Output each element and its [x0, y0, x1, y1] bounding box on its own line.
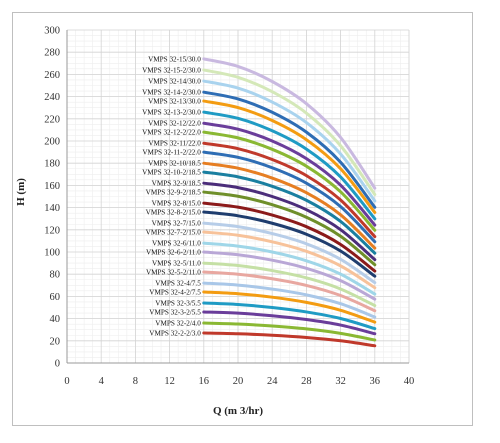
series-label: VMPS 32-10-2/18.5: [142, 169, 201, 177]
y-tick-label: 140: [44, 203, 60, 214]
y-tick-label: 0: [55, 359, 60, 370]
series-labels: VMPS 32-2-2/3.0 VMPS 32-2/4.0 VMPS 32-3-2/…: [142, 55, 201, 337]
x-tick-label: 16: [199, 376, 210, 387]
series-line: [202, 241, 377, 296]
y-tick-label: 60: [50, 292, 61, 303]
series-line: [202, 201, 377, 273]
y-tick-label: 40: [50, 314, 61, 325]
series-line: [202, 261, 377, 308]
series-label: VMPS 32-13/30.0: [148, 98, 201, 106]
x-tick-label: 0: [64, 376, 69, 387]
series-label: VMPS 32-15/30.0: [148, 55, 201, 63]
y-tick-label: 160: [44, 181, 60, 192]
series-label: VMPS 32-11/22.0: [148, 140, 201, 148]
series-label: VMPS 32-7-2/15.0: [146, 229, 202, 237]
series-label: VMPS 32-3/5.5: [155, 300, 201, 308]
series-line: [202, 221, 377, 285]
series-line: [202, 310, 377, 336]
series-label: VMPS 32-14/30.0: [148, 78, 201, 86]
y-tick-label: 240: [44, 92, 60, 103]
y-tick-label: 180: [44, 159, 60, 170]
series-line: [202, 210, 377, 278]
y-tick-label: 200: [44, 137, 60, 148]
series-line: [202, 290, 377, 324]
y-tick-label: 100: [44, 248, 60, 259]
y-tick-label: 120: [44, 225, 60, 236]
series-line: [202, 161, 377, 250]
series-line: [202, 130, 377, 232]
series-line: [202, 250, 377, 301]
series-line: [202, 281, 377, 319]
x-tick-label: 12: [164, 376, 175, 387]
series-label: VMPS 32-12/22.0: [148, 120, 201, 128]
series-label: VMPS 32-4/7.5: [155, 280, 201, 288]
y-tick-label: 80: [50, 270, 61, 281]
x-tick-label: 8: [133, 376, 138, 387]
series-line: [202, 57, 377, 190]
series-line: [202, 270, 377, 313]
series-label: VMPS 32-10/18.5: [148, 160, 201, 168]
y-tick-label: 20: [50, 336, 61, 347]
series-line: [202, 141, 377, 239]
series-line: [202, 321, 377, 342]
x-tick-label: 4: [99, 376, 105, 387]
x-tick-label: 24: [267, 376, 278, 387]
x-tick-label: 40: [404, 376, 415, 387]
x-tick-label: 20: [233, 376, 244, 387]
series-label: VMPS 32-14-2/30.0: [142, 89, 201, 97]
y-tick-label: 300: [44, 26, 60, 37]
series-line: [202, 301, 377, 331]
series-label: VMPS 32-8/15.0: [152, 200, 202, 208]
y-tick-label: 260: [44, 70, 60, 81]
series-line: [202, 190, 377, 267]
series-line: [202, 181, 377, 262]
x-tick-label: 28: [301, 376, 312, 387]
x-tick-label: 36: [370, 376, 381, 387]
axes: [66, 30, 409, 364]
series-label: VMPS 32-8-2/15.0: [146, 209, 202, 217]
tick-labels: 0 4 8 12 16 20 24 28 32 36 40 0 20 40 60 80 100 120 140 160…: [44, 26, 414, 388]
x-axis-title: Q (m 3/hr): [213, 405, 263, 417]
series-label: VMPS 32-15-2/30.0: [142, 66, 201, 74]
series-label: VMPS 32-9-2/18.5: [146, 189, 202, 197]
series-label: VMPS 32-7/15.0: [152, 220, 202, 228]
series-line: [202, 121, 377, 227]
series-line: [202, 68, 377, 196]
series-line: [202, 331, 377, 348]
series-lines: [202, 57, 377, 348]
series-label: VMPS 32-12-2/22.0: [142, 129, 201, 137]
series-label: VMPS 32-5/11.0: [152, 260, 201, 268]
series-label: VMPS 32-6/11.0: [152, 240, 201, 248]
series-line: [202, 110, 377, 221]
series-label: VMPS 32-9/18.5: [152, 180, 202, 188]
series-label: VMPS 32-11-2/22.0: [142, 149, 201, 157]
series-line: [202, 170, 377, 255]
series-line: [202, 230, 377, 290]
y-tick-label: 220: [44, 114, 60, 125]
series-label: VMPS 32-5-2/11.0: [146, 268, 201, 276]
y-tick-label: 280: [44, 48, 60, 59]
series-label: VMPS 32-3-2/5.5: [149, 308, 201, 316]
series-label: VMPS 32-6-2/11.0: [146, 249, 201, 257]
series-label: VMPS 32-2-2/3.0: [149, 330, 201, 338]
series-label: VMPS 32-4-2/7.5: [149, 288, 201, 296]
series-line: [202, 79, 377, 203]
series-label: VMPS 32-2/4.0: [155, 320, 201, 328]
y-axis-title: H (m): [15, 178, 27, 206]
series-label: VMPS 32-13-2/30.0: [142, 109, 201, 117]
series-line: [202, 150, 377, 244]
series-line: [202, 90, 377, 209]
series-line: [202, 99, 377, 214]
x-tick-label: 32: [335, 376, 346, 387]
